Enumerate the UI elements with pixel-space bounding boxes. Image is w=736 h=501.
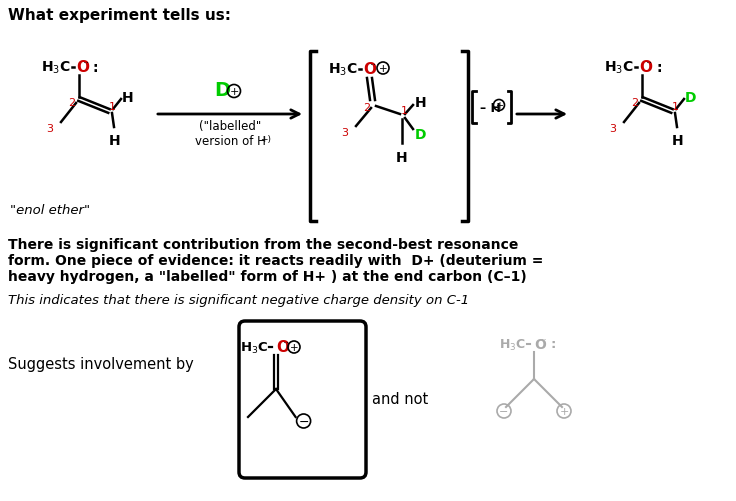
Text: −: − (298, 415, 309, 428)
Text: +): +) (260, 135, 271, 144)
Text: ··: ·· (283, 337, 290, 347)
Text: 3: 3 (341, 128, 348, 138)
Text: "enol ether": "enol ether" (10, 203, 90, 216)
Text: −: − (499, 406, 509, 416)
Text: 3: 3 (609, 124, 616, 134)
Text: +: + (495, 101, 503, 111)
Text: +: + (230, 87, 238, 97)
Text: H: H (415, 96, 427, 110)
Text: There is significant contribution from the second-best resonance: There is significant contribution from t… (8, 237, 518, 252)
Text: O: O (276, 340, 289, 355)
Text: O: O (639, 61, 652, 75)
Text: H: H (109, 134, 121, 148)
Text: version of H: version of H (194, 135, 266, 148)
Text: H$_3$C: H$_3$C (499, 337, 526, 352)
Text: This indicates that there is significant negative charge density on C-1: This indicates that there is significant… (8, 294, 469, 307)
Text: ··: ·· (645, 58, 653, 68)
Text: 2: 2 (68, 98, 76, 108)
Text: +: + (379, 64, 387, 74)
Text: H: H (396, 151, 408, 165)
Text: H$_3$C: H$_3$C (240, 340, 268, 355)
Text: ··: ·· (82, 58, 90, 68)
FancyBboxPatch shape (239, 321, 366, 478)
Text: and not: and not (372, 392, 428, 407)
Text: D: D (685, 91, 696, 105)
Text: 2: 2 (631, 98, 639, 108)
Text: H: H (122, 91, 134, 105)
Text: – H: – H (480, 101, 501, 114)
Text: 1: 1 (108, 102, 116, 112)
Text: D: D (415, 128, 426, 142)
Text: 3: 3 (46, 124, 53, 134)
Text: :: : (550, 338, 556, 351)
Text: Suggests involvement by: Suggests involvement by (8, 357, 194, 372)
Text: O: O (534, 337, 546, 351)
Text: +: + (559, 406, 569, 416)
Text: 2: 2 (364, 103, 370, 113)
Text: :: : (656, 61, 662, 75)
Text: heavy hydrogen, a "labelled" form of H+ ) at the end carbon (C–1): heavy hydrogen, a "labelled" form of H+ … (8, 270, 527, 284)
Text: :: : (93, 61, 99, 75)
Text: H$_3$C: H$_3$C (604, 60, 634, 76)
Text: What experiment tells us:: What experiment tells us: (8, 8, 231, 23)
Text: ("labelled": ("labelled" (199, 120, 261, 133)
Text: ··: ·· (369, 60, 377, 70)
Text: D: D (214, 81, 230, 100)
Text: O: O (76, 61, 89, 75)
Text: form. One piece of evidence: it reacts readily with  D+ (deuterium =: form. One piece of evidence: it reacts r… (8, 254, 543, 268)
Text: +: + (290, 342, 298, 352)
Text: O: O (363, 63, 376, 77)
Text: 1: 1 (671, 102, 679, 112)
Text: 1: 1 (400, 106, 408, 116)
Text: ··: ·· (541, 334, 548, 344)
Text: H$_3$C: H$_3$C (328, 62, 358, 78)
Text: H$_3$C: H$_3$C (41, 60, 71, 76)
Text: H: H (672, 134, 684, 148)
